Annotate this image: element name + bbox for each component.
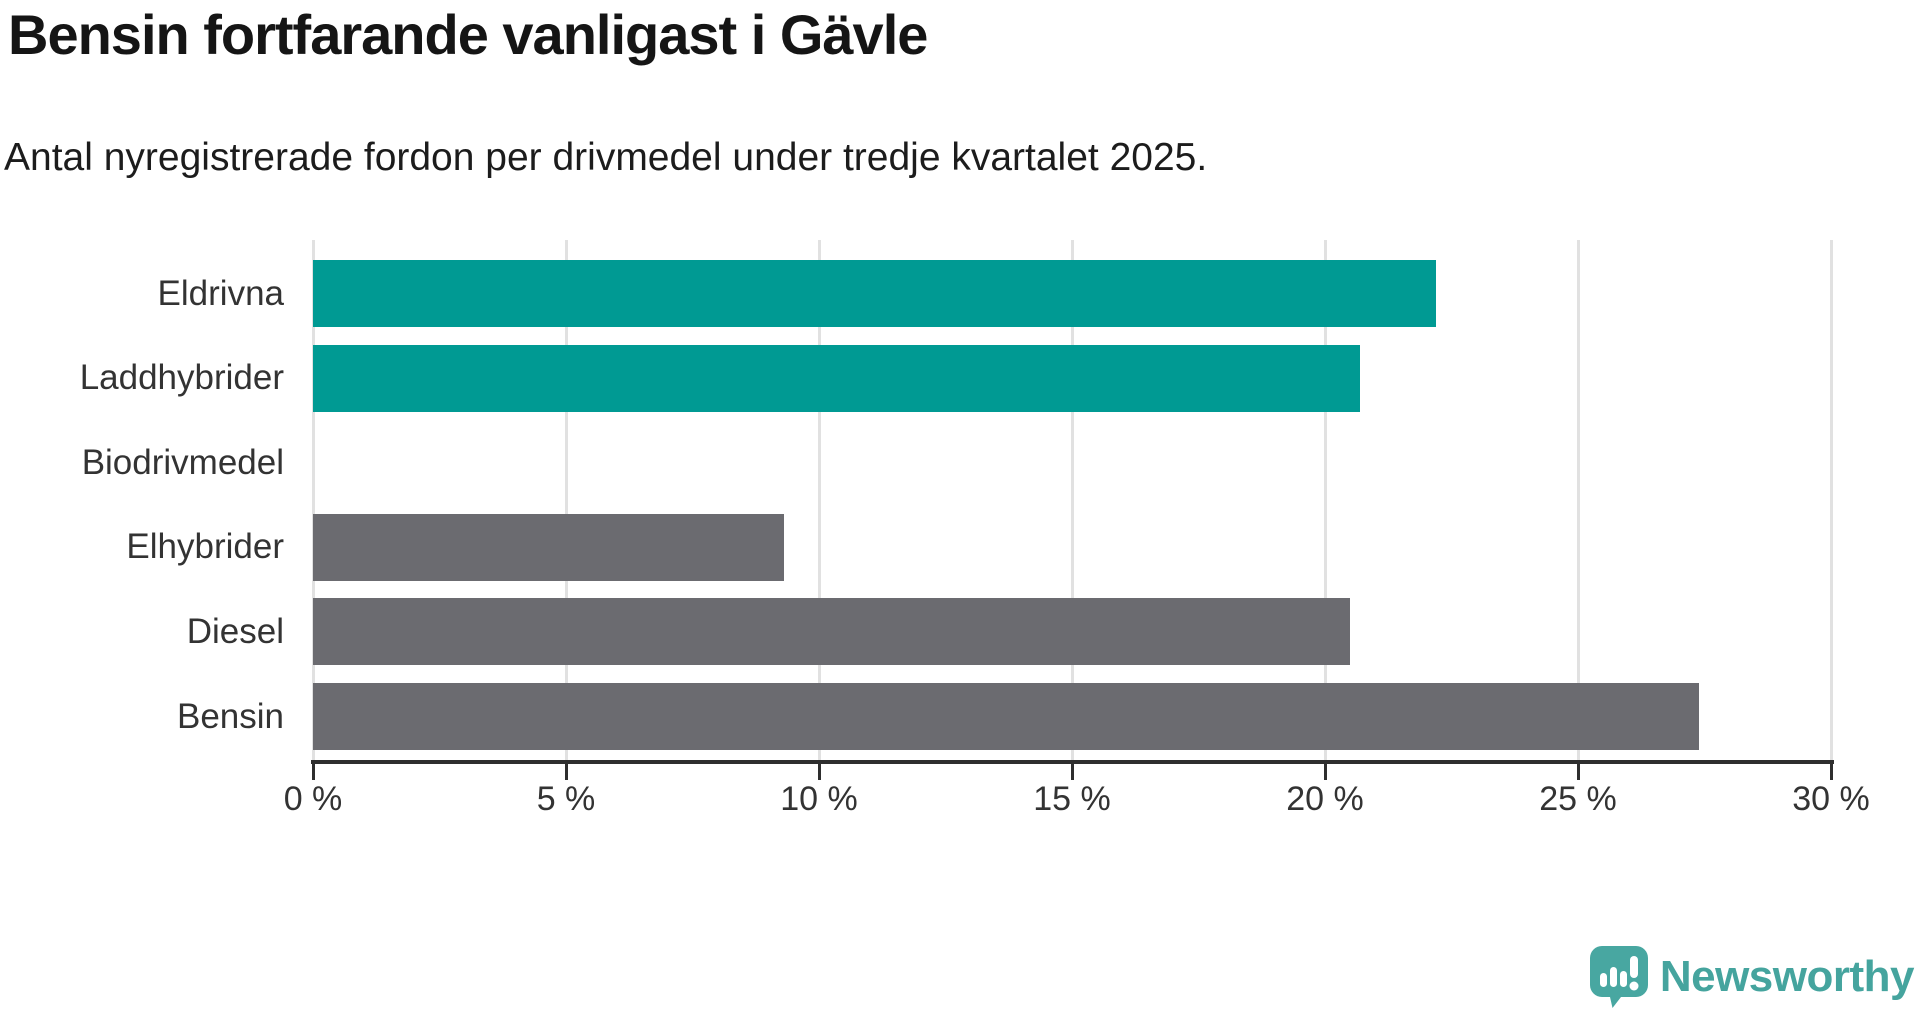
x-axis-tick-label-15: 15 % <box>1033 780 1111 818</box>
y-axis-label-bensin: Bensin <box>176 696 284 736</box>
gridline-x-15 <box>1070 240 1074 760</box>
chart-title: Bensin fortfarande vanligast i Gävle <box>8 3 928 66</box>
x-axis-tick-15 <box>1070 764 1074 780</box>
bar-elhybrider <box>313 513 784 581</box>
newsworthy-logo: Newsworthy <box>1589 946 1915 1008</box>
x-axis-tick-5 <box>564 764 568 780</box>
x-axis-tick-25 <box>1576 764 1580 780</box>
newsworthy-logo-icon <box>1589 946 1648 1008</box>
x-axis-tick-label-20: 20 % <box>1286 780 1364 818</box>
x-axis-tick-10 <box>817 764 821 780</box>
gridline-x-20 <box>1323 240 1327 760</box>
x-axis-tick-label-0: 0 % <box>283 780 343 818</box>
y-axis-label-eldrivna: Eldrivna <box>157 273 284 313</box>
gridline-x-30 <box>1829 240 1833 760</box>
x-axis-tick-label-10: 10 % <box>780 780 858 818</box>
x-axis-tick-20 <box>1323 764 1327 780</box>
y-axis-label-diesel: Diesel <box>186 611 284 651</box>
chart-subtitle: Antal nyregistrerade fordon per drivmede… <box>4 136 1208 179</box>
x-axis-tick-30 <box>1829 764 1833 780</box>
x-axis-tick-label-25: 25 % <box>1539 780 1617 818</box>
gridline-x-0 <box>311 240 315 760</box>
newsworthy-logo-text: Newsworthy <box>1659 952 1915 1001</box>
bar-eldrivna <box>313 260 1437 327</box>
gridline-x-10 <box>817 240 821 760</box>
bar-laddhybrider <box>313 344 1361 412</box>
gridline-x-25 <box>1576 240 1580 760</box>
y-axis-label-biodrivmedel: Biodrivmedel <box>81 442 284 482</box>
x-axis-tick-label-30: 30 % <box>1792 780 1870 818</box>
bar-diesel <box>313 598 1351 666</box>
bar-bensin <box>313 683 1700 750</box>
x-axis-line <box>311 760 1834 764</box>
x-axis-tick-label-5: 5 % <box>536 780 596 818</box>
gridline-x-5 <box>564 240 568 760</box>
y-axis-label-laddhybrider: Laddhybrider <box>79 358 284 398</box>
y-axis-label-elhybrider: Elhybrider <box>126 527 284 567</box>
x-axis-tick-0 <box>311 764 315 780</box>
